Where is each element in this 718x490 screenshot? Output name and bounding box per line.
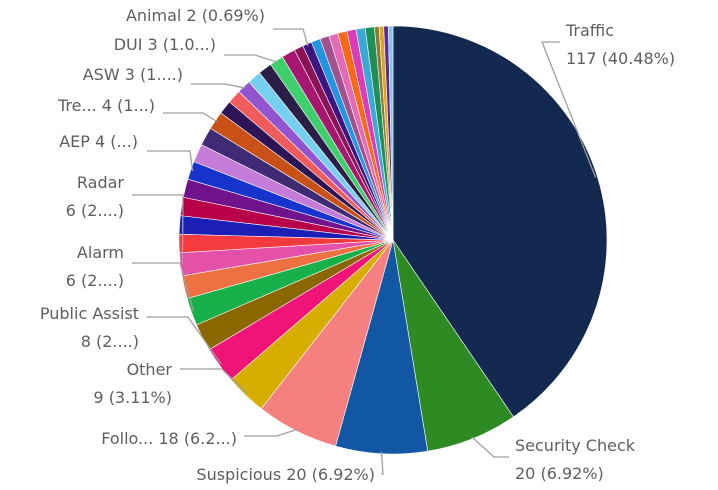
data-label-11: DUI 3 (1.0...) [114,35,216,54]
data-label-line: Security Check [515,436,636,455]
leader-line-9 [163,112,218,123]
leader-line-6 [132,262,194,312]
data-label-line: 6 (2....) [66,201,124,220]
data-label-line: Animal 2 (0.69%) [126,6,265,25]
data-label-line: 8 (2....) [81,332,139,351]
leader-line-2 [380,451,384,475]
pie-slice-37[interactable] [388,25,394,241]
data-label-line: Tre... 4 (1...) [57,96,155,115]
data-label-7: Radar 6 (2....) [66,173,125,220]
leader-line-0 [541,41,597,178]
data-label-line: 9 (3.11%) [93,388,172,407]
data-label-0: Traffic 117 (40.48%) [565,21,675,68]
leader-line-4 [180,368,248,394]
data-label-line: Public Assist [40,304,139,323]
leader-line-1 [471,436,509,458]
data-label-3: Follo... 18 (6.2...) [101,429,237,448]
data-label-9: Tre... 4 (1...) [57,96,155,115]
data-label-line: Alarm [77,243,124,262]
leader-line-3 [244,428,298,437]
leader-line-5 [147,316,222,365]
data-label-line: Traffic [565,21,614,40]
leader-line-12 [273,28,309,47]
data-label-line: Other [127,360,173,379]
pie-slices [178,25,608,455]
data-label-line: 6 (2....) [66,271,124,290]
data-label-5: Public Assist 8 (2....) [40,304,139,351]
data-label-line: DUI 3 (1.0...) [114,35,216,54]
data-label-line: 20 (6.92%) [515,464,604,483]
leader-line-7 [132,194,184,265]
data-label-12: Animal 2 (0.69%) [126,6,265,25]
data-label-line: ASW 3 (1....) [83,65,183,84]
data-label-line: Follo... 18 (6.2...) [101,429,237,448]
data-label-10: ASW 3 (1....) [83,65,183,84]
leader-line-8 [147,150,194,172]
leader-line-10 [191,83,246,89]
data-label-2: Suspicious 20 (6.92%) [196,465,375,484]
data-label-1: Security Check 20 (6.92%) [515,436,636,483]
data-label-line: AEP 4 (...) [59,132,138,151]
data-label-line: Radar [77,173,125,192]
data-label-8: AEP 4 (...) [59,132,138,151]
data-label-line: 117 (40.48%) [566,49,675,68]
data-label-line: Suspicious 20 (6.92%) [196,465,375,484]
pie-slice-0[interactable] [392,25,608,418]
pie-labels: Traffic 117 (40.48%) Security Check 20 (6.9… [40,6,675,484]
leader-line-11 [224,54,278,63]
data-label-4: Other 9 (3.11%) [93,360,172,407]
data-label-6: Alarm 6 (2....) [66,243,124,290]
